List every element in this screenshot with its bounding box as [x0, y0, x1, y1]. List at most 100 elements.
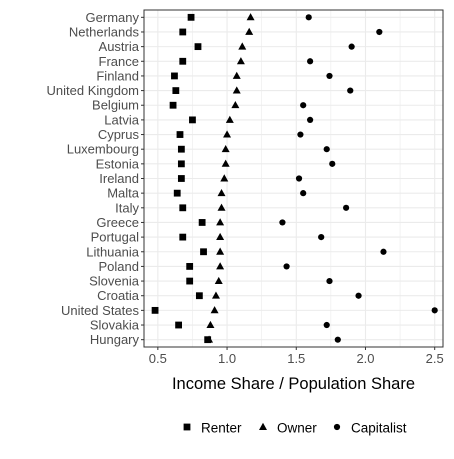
- point-renter-italy: [179, 204, 187, 212]
- y-tick-label-latvia: Latvia: [104, 112, 139, 127]
- point-owner-croatia: [211, 291, 220, 299]
- point-owner-united-kingdom: [232, 86, 241, 94]
- point-renter-finland: [171, 72, 178, 80]
- point-owner-hungary: [205, 335, 214, 343]
- y-tick-label-portugal: Portugal: [91, 230, 140, 245]
- x-tick-label: 2.5: [426, 351, 444, 366]
- y-tick-label-croatia: Croatia: [97, 288, 140, 303]
- point-owner-poland: [216, 262, 225, 270]
- point-owner-netherlands: [245, 27, 254, 35]
- series-capitalist: [279, 14, 438, 343]
- point-owner-estonia: [221, 159, 230, 167]
- point-owner-greece: [216, 218, 225, 226]
- point-capitalist-lithuania: [380, 248, 387, 255]
- point-capitalist-portugal: [318, 234, 325, 241]
- legend-key-renter: [183, 423, 191, 431]
- y-tick-label-greece: Greece: [96, 215, 139, 230]
- legend-item-renter: Renter: [183, 421, 242, 436]
- point-owner-united-states: [210, 306, 219, 314]
- point-capitalist-slovakia: [323, 321, 330, 329]
- point-capitalist-estonia: [329, 160, 336, 167]
- point-capitalist-luxembourg: [323, 146, 330, 153]
- point-renter-slovakia: [175, 321, 183, 329]
- point-owner-ireland: [220, 174, 229, 182]
- legend-key-owner: [259, 422, 267, 430]
- point-renter-slovenia: [186, 277, 194, 285]
- point-owner-france: [236, 57, 245, 65]
- y-tick-label-austria: Austria: [99, 39, 140, 54]
- point-owner-malta: [217, 188, 226, 197]
- x-tick-label: 1.5: [287, 351, 305, 366]
- x-axis-label: Income Share / Population Share: [172, 375, 415, 393]
- point-capitalist-austria: [348, 43, 355, 50]
- data-marks: [151, 13, 438, 344]
- y-tick-label-slovakia: Slovakia: [90, 318, 140, 333]
- point-renter-poland: [186, 263, 194, 270]
- point-capitalist-ireland: [295, 175, 303, 182]
- point-owner-italy: [217, 203, 226, 211]
- point-capitalist-cyprus: [297, 131, 304, 138]
- point-renter-latvia: [189, 116, 196, 124]
- point-owner-belgium: [231, 101, 240, 109]
- y-tick-label-netherlands: Netherlands: [69, 24, 140, 39]
- legend-item-capitalist: Capitalist: [333, 421, 407, 436]
- x-tick-label: 2.0: [356, 351, 374, 366]
- legend-label-owner: Owner: [277, 421, 317, 436]
- point-owner-austria: [238, 42, 247, 50]
- y-tick-label-italy: Italy: [115, 200, 139, 215]
- point-capitalist-france: [307, 58, 314, 65]
- point-owner-latvia: [225, 115, 234, 123]
- y-tick-label-finland: Finland: [96, 68, 139, 83]
- point-capitalist-greece: [279, 219, 286, 226]
- point-renter-malta: [173, 189, 181, 197]
- point-capitalist-slovenia: [326, 277, 333, 285]
- point-renter-estonia: [177, 160, 185, 168]
- point-renter-ireland: [177, 175, 185, 182]
- point-capitalist-finland: [326, 72, 333, 80]
- point-renter-germany: [187, 13, 195, 21]
- point-renter-cyprus: [176, 131, 184, 138]
- y-tick-label-united-kingdom: United Kingdom: [47, 83, 140, 98]
- point-owner-germany: [246, 13, 255, 21]
- legend-item-owner: Owner: [259, 421, 317, 436]
- legend-label-renter: Renter: [201, 421, 242, 436]
- point-capitalist-hungary: [334, 336, 341, 343]
- legend-key-capitalist: [333, 423, 341, 431]
- point-capitalist-croatia: [355, 292, 362, 299]
- point-owner-luxembourg: [221, 144, 230, 153]
- y-axis-tick-labels: GermanyNetherlandsAustriaFranceFinlandUn…: [47, 10, 144, 347]
- point-owner-slovenia: [214, 276, 223, 285]
- point-renter-france: [179, 57, 187, 65]
- point-renter-croatia: [195, 292, 203, 300]
- point-capitalist-belgium: [300, 102, 307, 109]
- grid-lines: [144, 10, 443, 347]
- point-renter-united-states: [151, 306, 159, 314]
- legend-label-capitalist: Capitalist: [351, 421, 407, 436]
- y-tick-label-cyprus: Cyprus: [98, 127, 140, 142]
- y-tick-label-malta: Malta: [107, 186, 140, 201]
- point-renter-lithuania: [200, 248, 207, 256]
- point-capitalist-poland: [283, 263, 290, 270]
- y-tick-label-luxembourg: Luxembourg: [67, 142, 139, 157]
- y-tick-label-belgium: Belgium: [92, 98, 139, 113]
- series-owner: [205, 13, 255, 343]
- point-capitalist-germany: [305, 14, 312, 21]
- point-renter-austria: [194, 43, 202, 51]
- y-tick-label-germany: Germany: [86, 10, 140, 25]
- point-renter-belgium: [169, 101, 177, 109]
- point-owner-slovakia: [206, 320, 215, 328]
- y-tick-label-hungary: Hungary: [90, 332, 140, 347]
- point-capitalist-malta: [300, 190, 307, 197]
- y-tick-label-united-states: United States: [61, 303, 140, 318]
- y-tick-label-poland: Poland: [99, 259, 139, 274]
- point-owner-lithuania: [216, 247, 225, 255]
- y-tick-label-ireland: Ireland: [99, 171, 139, 186]
- point-owner-finland: [232, 71, 241, 79]
- point-renter-luxembourg: [177, 145, 185, 153]
- point-owner-portugal: [216, 232, 225, 241]
- point-capitalist-italy: [343, 204, 350, 211]
- point-renter-united-kingdom: [172, 87, 180, 94]
- y-tick-label-lithuania: Lithuania: [86, 244, 140, 259]
